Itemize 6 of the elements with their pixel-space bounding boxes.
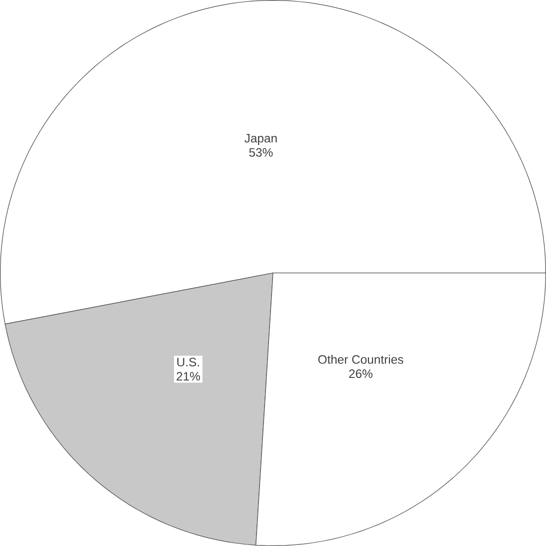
slice-label: Japan xyxy=(244,134,277,145)
slice-label: U.S. xyxy=(177,358,199,366)
data-label: 53% xyxy=(249,148,273,157)
data-label: 21% xyxy=(176,372,200,381)
data-label: 26% xyxy=(349,369,372,378)
slice-label: Other Countries xyxy=(318,354,404,364)
